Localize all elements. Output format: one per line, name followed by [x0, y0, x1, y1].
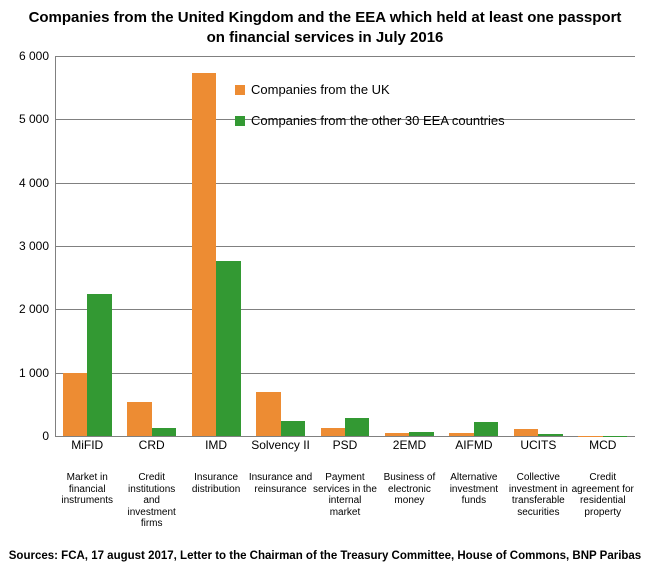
x-label-short: MiFID: [55, 438, 119, 452]
x-label-short: Solvency II: [248, 438, 312, 452]
bar-uk: [256, 392, 280, 436]
x-label-group: AIFMD Alternative investment funds: [442, 438, 506, 507]
x-label-group: Solvency II Insurance and reinsurance: [248, 438, 312, 495]
y-tick-label: 1 000: [19, 366, 49, 380]
bar-uk: [192, 73, 216, 436]
bar-eea: [538, 434, 562, 436]
bar-eea: [345, 418, 369, 436]
bar-eea: [87, 294, 111, 437]
legend-item-uk: Companies from the UK: [235, 82, 505, 97]
chart-title: Companies from the United Kingdom and th…: [0, 0, 650, 51]
x-label-short: AIFMD: [442, 438, 506, 452]
bar-uk: [127, 402, 151, 436]
legend-item-eea: Companies from the other 30 EEA countrie…: [235, 113, 505, 128]
x-label-short: 2EMD: [377, 438, 441, 452]
x-label-group: MiFID Market in financial instruments: [55, 438, 119, 507]
bar-eea: [152, 428, 176, 436]
y-tick-label: 2 000: [19, 302, 49, 316]
x-label-long: Insurance and reinsurance: [248, 472, 312, 495]
x-label-short: IMD: [184, 438, 248, 452]
x-label-short: MCD: [571, 438, 635, 452]
legend-swatch-uk: [235, 85, 245, 95]
legend-label-eea: Companies from the other 30 EEA countrie…: [251, 113, 505, 128]
bar-eea: [281, 421, 305, 436]
y-tick-label: 3 000: [19, 239, 49, 253]
x-label-short: CRD: [119, 438, 183, 452]
chart-container: Companies from the United Kingdom and th…: [0, 0, 650, 568]
x-label-group: PSD Payment services in the internal mark…: [313, 438, 377, 518]
x-label-short: UCITS: [506, 438, 570, 452]
x-label-long: Credit institutions and investment firms: [119, 472, 183, 530]
gridline: [55, 436, 635, 437]
y-tick-label: 6 000: [19, 49, 49, 63]
y-tick-label: 0: [42, 429, 49, 443]
x-label-long: Insurance distribution: [184, 472, 248, 495]
bar-uk: [385, 433, 409, 436]
x-label-group: IMD Insurance distribution: [184, 438, 248, 495]
bar-uk: [514, 429, 538, 436]
bar-eea: [216, 261, 240, 436]
x-label-long: Collective investment in transferable se…: [506, 472, 570, 518]
bar-eea: [474, 422, 498, 436]
x-label-group: UCITS Collective investment in transferab…: [506, 438, 570, 518]
legend-swatch-eea: [235, 116, 245, 126]
legend: Companies from the UK Companies from the…: [235, 82, 505, 144]
x-label-short: PSD: [313, 438, 377, 452]
x-label-long: Business of electronic money: [377, 472, 441, 507]
x-label-group: MCD Credit agreement for residential prop…: [571, 438, 635, 518]
x-label-long: Alternative investment funds: [442, 472, 506, 507]
bar-uk: [321, 428, 345, 436]
x-label-long: Credit agreement for residential propert…: [571, 472, 635, 518]
y-tick-label: 5 000: [19, 112, 49, 126]
x-label-long: Market in financial instruments: [55, 472, 119, 507]
x-label-group: CRD Credit institutions and investment fi…: [119, 438, 183, 530]
x-label-group: 2EMD Business of electronic money: [377, 438, 441, 507]
x-label-long: Payment services in the internal market: [313, 472, 377, 518]
bar-eea: [409, 432, 433, 436]
bar-uk: [449, 433, 473, 436]
legend-label-uk: Companies from the UK: [251, 82, 390, 97]
y-tick-label: 4 000: [19, 176, 49, 190]
bar-uk: [63, 373, 87, 436]
source-text: Sources: FCA, 17 august 2017, Letter to …: [0, 550, 650, 562]
